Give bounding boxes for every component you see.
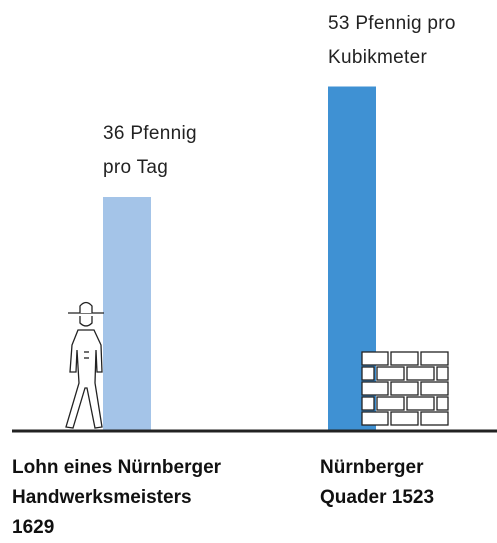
worker-icon [65,301,104,429]
brick-wall-icon [361,351,449,426]
category-label: Nürnberger Quader 1523 [320,457,435,508]
bar [103,197,151,431]
data-label: 36 Pfennig pro Tag [103,123,197,178]
category-label: Lohn eines Nürnberger Handwerksmeisters … [12,457,222,538]
bars [103,86,376,431]
data-label: 53 Pfennig pro Kubikmeter [328,12,456,68]
